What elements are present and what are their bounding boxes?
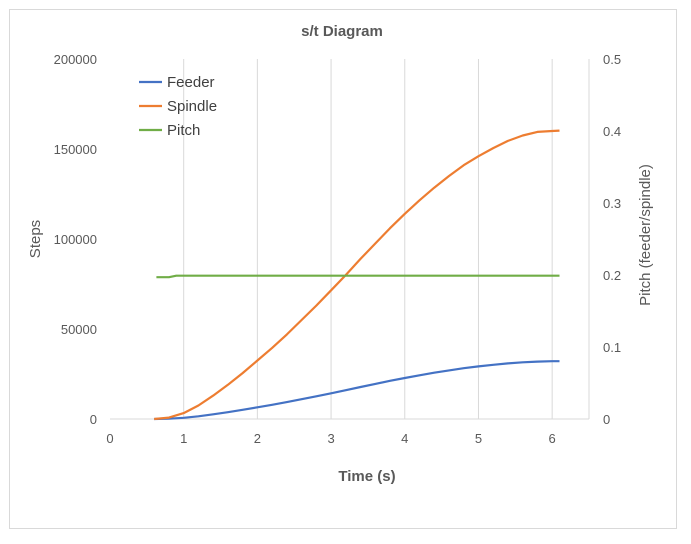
series-line-spindle [154,129,560,421]
y2-tick-label: 0.1 [603,340,621,355]
gridlines [183,59,590,419]
x-tick-labels: 0 1 2 3 4 5 6 [106,431,555,446]
y-tick-label: 100000 [54,232,97,247]
y-tick-labels: 0 50000 100000 150000 200000 [54,52,97,427]
x-tick-label: 3 [327,431,334,446]
y2-tick-label: 0 [603,412,610,427]
y-tick-label: 0 [90,412,97,427]
series-lines [154,129,560,421]
y-tick-label: 200000 [54,52,97,67]
chart-title: s/t Diagram [301,23,383,40]
y2-axis-title: Pitch (feeder/spindle) [637,164,654,306]
chart-area [9,9,677,529]
y2-tick-label: 0.2 [603,268,621,283]
legend-label-spindle: Spindle [167,98,217,115]
y2-tick-label: 0.4 [603,124,621,139]
y2-tick-labels: 0 0.1 0.2 0.3 0.4 0.5 [603,52,621,427]
legend: Feeder Spindle Pitch [139,74,217,139]
y2-tick-label: 0.3 [603,196,621,211]
series-line-feeder [154,360,560,421]
x-tick-label: 5 [475,431,482,446]
x-tick-label: 6 [549,431,556,446]
series-line-pitch [156,274,560,279]
x-axis-title: Time (s) [338,468,395,485]
x-tick-label: 2 [254,431,261,446]
x-tick-label: 4 [401,431,408,446]
y2-tick-label: 0.5 [603,52,621,67]
y-axis-title: Steps [27,220,44,258]
y-tick-label: 50000 [61,322,97,337]
y-tick-label: 150000 [54,142,97,157]
legend-label-feeder: Feeder [167,74,215,91]
legend-label-pitch: Pitch [167,122,200,139]
x-tick-label: 0 [106,431,113,446]
x-tick-label: 1 [180,431,187,446]
